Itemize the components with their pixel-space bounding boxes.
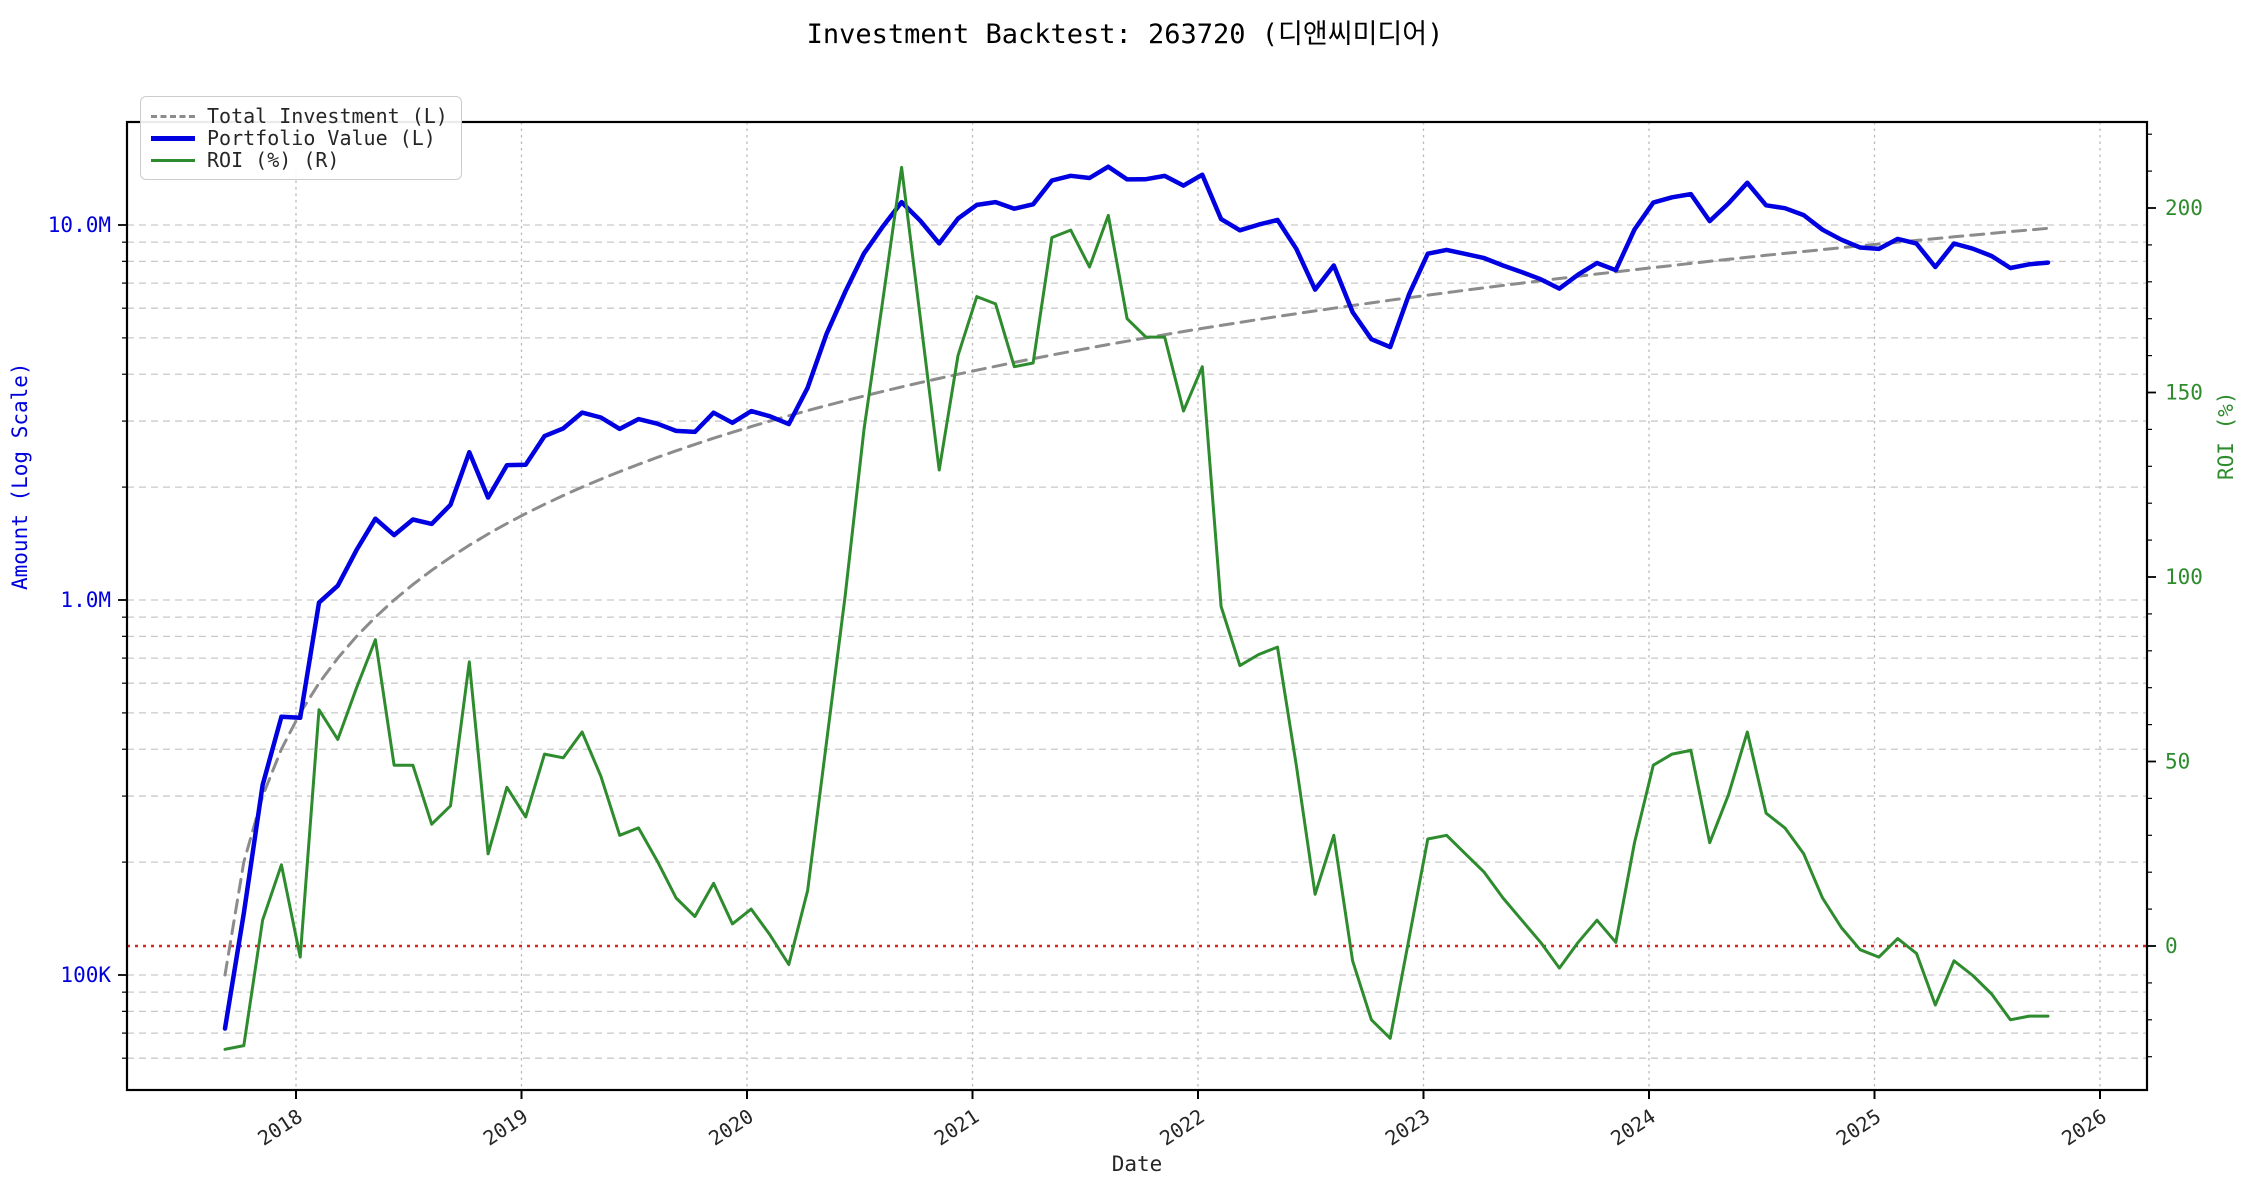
legend-solid-line-sample: [151, 158, 195, 162]
x-axis-tick-label: 2026: [2057, 1104, 2110, 1150]
legend-item-portfolio-value: Portfolio Value (L): [151, 126, 449, 150]
series-line-portfolio-value: [222, 164, 2051, 1031]
legend-solid-line-sample: [151, 135, 195, 141]
x-axis-tick-label: 2022: [1155, 1104, 1208, 1150]
legend-label: Portfolio Value (L): [207, 126, 436, 150]
series-line-total-investment: [223, 226, 2050, 977]
right-axis-tick-label: 100: [2165, 565, 2203, 589]
x-axis-tick-label: 2023: [1381, 1104, 1434, 1150]
left-axis-tick-label: 1.0M: [60, 588, 111, 612]
left-axis-title: Amount (Log Scale): [8, 362, 32, 590]
x-axis-tick-label: 2021: [930, 1104, 983, 1150]
legend-dashed-line-sample: [151, 114, 195, 118]
x-axis-tick-label: 2018: [253, 1104, 306, 1150]
right-axis-title: ROI (%): [2214, 391, 2238, 480]
left-axis-tick-label: 10.0M: [48, 213, 111, 237]
legend-item-roi: ROI (%) (R): [151, 148, 449, 172]
right-axis-tick-label: 0: [2165, 934, 2178, 958]
x-axis-tick-label: 2020: [704, 1104, 757, 1150]
right-axis-tick-label: 50: [2165, 750, 2190, 774]
chart-title: Investment Backtest: 263720 (디앤씨미디어): [806, 19, 1444, 50]
legend-label: ROI (%) (R): [207, 148, 340, 172]
x-axis-tick-label: 2019: [479, 1104, 532, 1150]
legend: Total Investment (L) Portfolio Value (L)…: [140, 96, 462, 180]
left-axis-tick-label: 100K: [60, 963, 111, 987]
x-axis-tick-label: 2025: [1832, 1104, 1885, 1150]
series-line-roi: [223, 165, 2050, 1051]
plot-border: [125, 120, 2149, 1092]
right-axis-tick-label: 150: [2165, 381, 2203, 405]
x-axis-title: Date: [1111, 1152, 1163, 1176]
x-axis-tick-label: 2024: [1606, 1104, 1659, 1150]
right-axis-tick-label: 200: [2165, 196, 2203, 220]
legend-item-total-investment: Total Investment (L): [151, 104, 449, 128]
legend-label: Total Investment (L): [207, 104, 448, 128]
